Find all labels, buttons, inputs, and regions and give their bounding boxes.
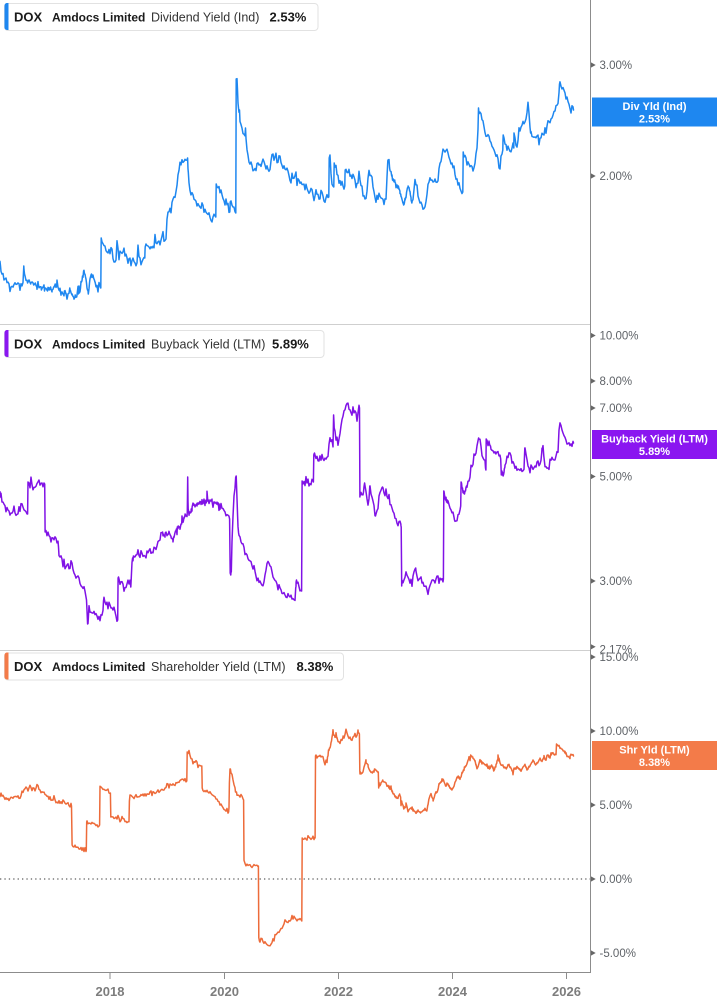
svg-text:Shr Yld (LTM): Shr Yld (LTM) [619,745,690,757]
svg-text:2.53%: 2.53% [639,114,670,126]
svg-text:-5.00%: -5.00% [600,948,636,960]
svg-text:5.00%: 5.00% [600,472,633,484]
svg-text:2.00%: 2.00% [600,171,633,183]
svg-text:Shareholder Yield (LTM): Shareholder Yield (LTM) [151,660,286,674]
svg-text:8.38%: 8.38% [297,659,334,674]
svg-text:15.00%: 15.00% [600,652,639,664]
svg-text:2024: 2024 [438,984,468,999]
svg-text:Dividend Yield (Ind): Dividend Yield (Ind) [151,11,259,25]
svg-text:2022: 2022 [324,984,353,999]
svg-text:Amdocs Limited: Amdocs Limited [52,11,145,25]
svg-text:5.89%: 5.89% [639,446,670,458]
svg-text:2020: 2020 [210,984,239,999]
svg-text:10.00%: 10.00% [600,331,639,343]
svg-text:5.00%: 5.00% [600,800,633,812]
svg-text:Buyback Yield (LTM): Buyback Yield (LTM) [151,338,265,352]
svg-text:8.38%: 8.38% [639,757,670,769]
svg-text:3.00%: 3.00% [600,60,633,72]
svg-text:0.00%: 0.00% [600,874,633,886]
svg-text:5.89%: 5.89% [272,337,309,352]
svg-text:DOX: DOX [14,10,43,25]
svg-text:2026: 2026 [552,984,581,999]
svg-text:7.00%: 7.00% [600,403,633,415]
svg-text:8.00%: 8.00% [600,376,633,388]
svg-text:DOX: DOX [14,659,43,674]
svg-text:3.00%: 3.00% [600,576,633,588]
svg-text:DOX: DOX [14,337,43,352]
svg-text:10.00%: 10.00% [600,726,639,738]
svg-text:2018: 2018 [96,984,125,999]
svg-text:Buyback Yield (LTM): Buyback Yield (LTM) [601,434,708,446]
svg-text:Div Yld (Ind): Div Yld (Ind) [623,101,687,113]
svg-text:2.17%: 2.17% [600,645,633,657]
svg-text:Amdocs Limited: Amdocs Limited [52,338,145,352]
svg-text:Amdocs Limited: Amdocs Limited [52,660,145,674]
svg-text:2.53%: 2.53% [270,10,307,25]
